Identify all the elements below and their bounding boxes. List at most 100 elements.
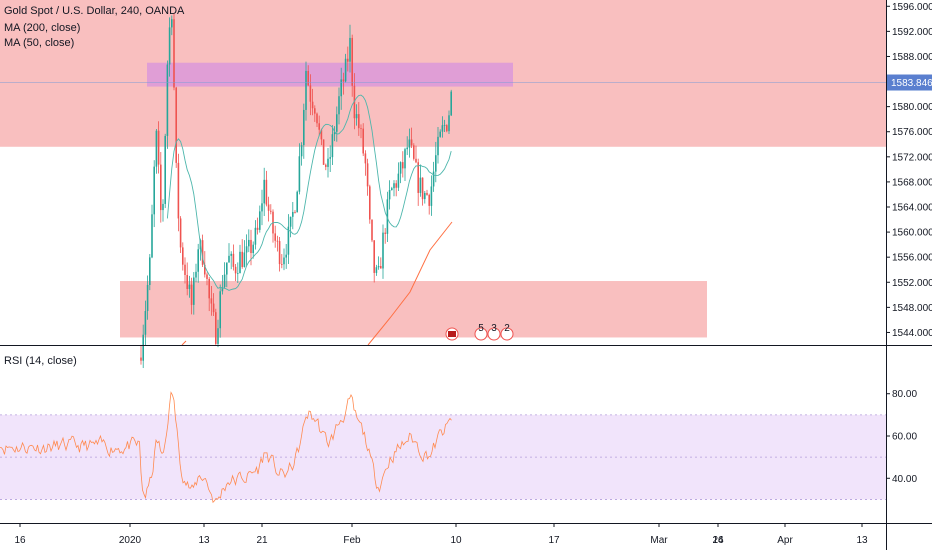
candle-body [217,328,219,344]
time-tick-label: 16 [712,535,724,546]
candle-body [338,96,340,115]
candle-body [215,312,217,344]
price-tick-label: 1572.000 [892,152,932,163]
symbol-title[interactable]: Gold Spot / U.S. Dollar, 240, OANDA [4,5,185,17]
candle-body [252,244,254,254]
candle-body [259,211,261,230]
candle-body [410,139,413,146]
candle-body [349,37,351,62]
candle-body [428,194,430,206]
candle-body [160,164,162,211]
candle-body [171,19,173,28]
candle-body [193,277,195,305]
candle-body [432,171,435,187]
candle-body [344,58,347,82]
price-tick-label: 1552.000 [892,278,932,289]
candle-body [210,298,213,304]
candle-body [421,177,424,200]
us-flag-icon [448,331,456,337]
candle-body [382,232,384,269]
candle-body [289,216,292,227]
candle-body [162,203,164,211]
candle-body [331,134,334,158]
candle-body [371,219,373,241]
rsi-band [0,414,886,500]
support-zone [120,281,707,338]
candle-body [197,249,199,272]
ma200-legend[interactable]: MA (200, close) [4,22,81,34]
time-tick-label: Mar [650,535,668,546]
candle-body [388,190,391,200]
candle-body [226,262,228,275]
candle-body [397,173,400,188]
candle-body [362,128,364,154]
candle-body [151,214,153,258]
last-price-tag [887,74,932,91]
candle-body [311,101,314,109]
event-marker [474,327,488,341]
candle-body [296,191,298,213]
price-tick-label: 1568.000 [892,177,932,188]
candle-body [232,253,235,267]
ma50-line [166,94,452,291]
candle-body [212,303,215,313]
time-tick-label: 21 [256,535,268,546]
candle-body [142,334,144,361]
candle-body [177,162,180,219]
event-count: 2 [504,323,510,334]
candle-body [415,158,417,163]
candle-body [393,183,395,189]
candle-body [380,266,382,269]
time-tick-label: 10 [450,535,462,546]
candle-body [256,227,259,230]
candle-body [351,37,353,86]
candle-body [166,64,169,136]
price-tick-label: 1544.000 [892,328,932,339]
candle-body [364,153,367,164]
candle-body [241,251,243,267]
candle-body [237,273,239,274]
event-count: 3 [491,323,497,334]
time-tick-label: Apr [777,535,793,546]
candle-body [190,284,193,305]
candle-body [188,284,191,289]
candle-body [325,164,327,167]
candle-body [276,240,279,242]
candle-body [261,203,263,212]
candle-body [377,266,380,268]
candle-body [406,147,408,150]
price-tick-label: 1576.000 [892,127,932,138]
candle-body [347,58,349,62]
candle-body [316,113,318,124]
candle-body [234,266,237,274]
candle-body [144,311,147,335]
candle-body [245,246,248,253]
candle-body [285,254,287,258]
candle-body [424,192,426,200]
rsi-tick-label: 80.00 [892,389,917,400]
candle-body [437,136,439,156]
candle-body [318,123,320,130]
rsi-legend[interactable]: RSI (14, close) [4,355,77,367]
candle-body [270,210,272,212]
candle-body [149,257,151,285]
candle-body [248,239,250,247]
supply-highlight [147,62,513,87]
candle-body [373,240,375,273]
candle-body [228,255,230,263]
candle-body [355,114,358,119]
time-tick-label: 13 [198,535,210,546]
candle-body [307,70,309,86]
time-tick-label: 13 [856,535,868,546]
candle-body [182,247,184,265]
ma50-legend[interactable]: MA (50, close) [4,37,75,49]
candle-body [446,125,448,132]
candle-body [223,274,226,288]
time-tick-label: 24 [712,535,724,546]
candle-body [404,149,406,169]
candle-body [413,145,415,159]
candle-body [173,19,175,88]
candle-body [314,108,316,114]
candle-body [408,139,411,148]
